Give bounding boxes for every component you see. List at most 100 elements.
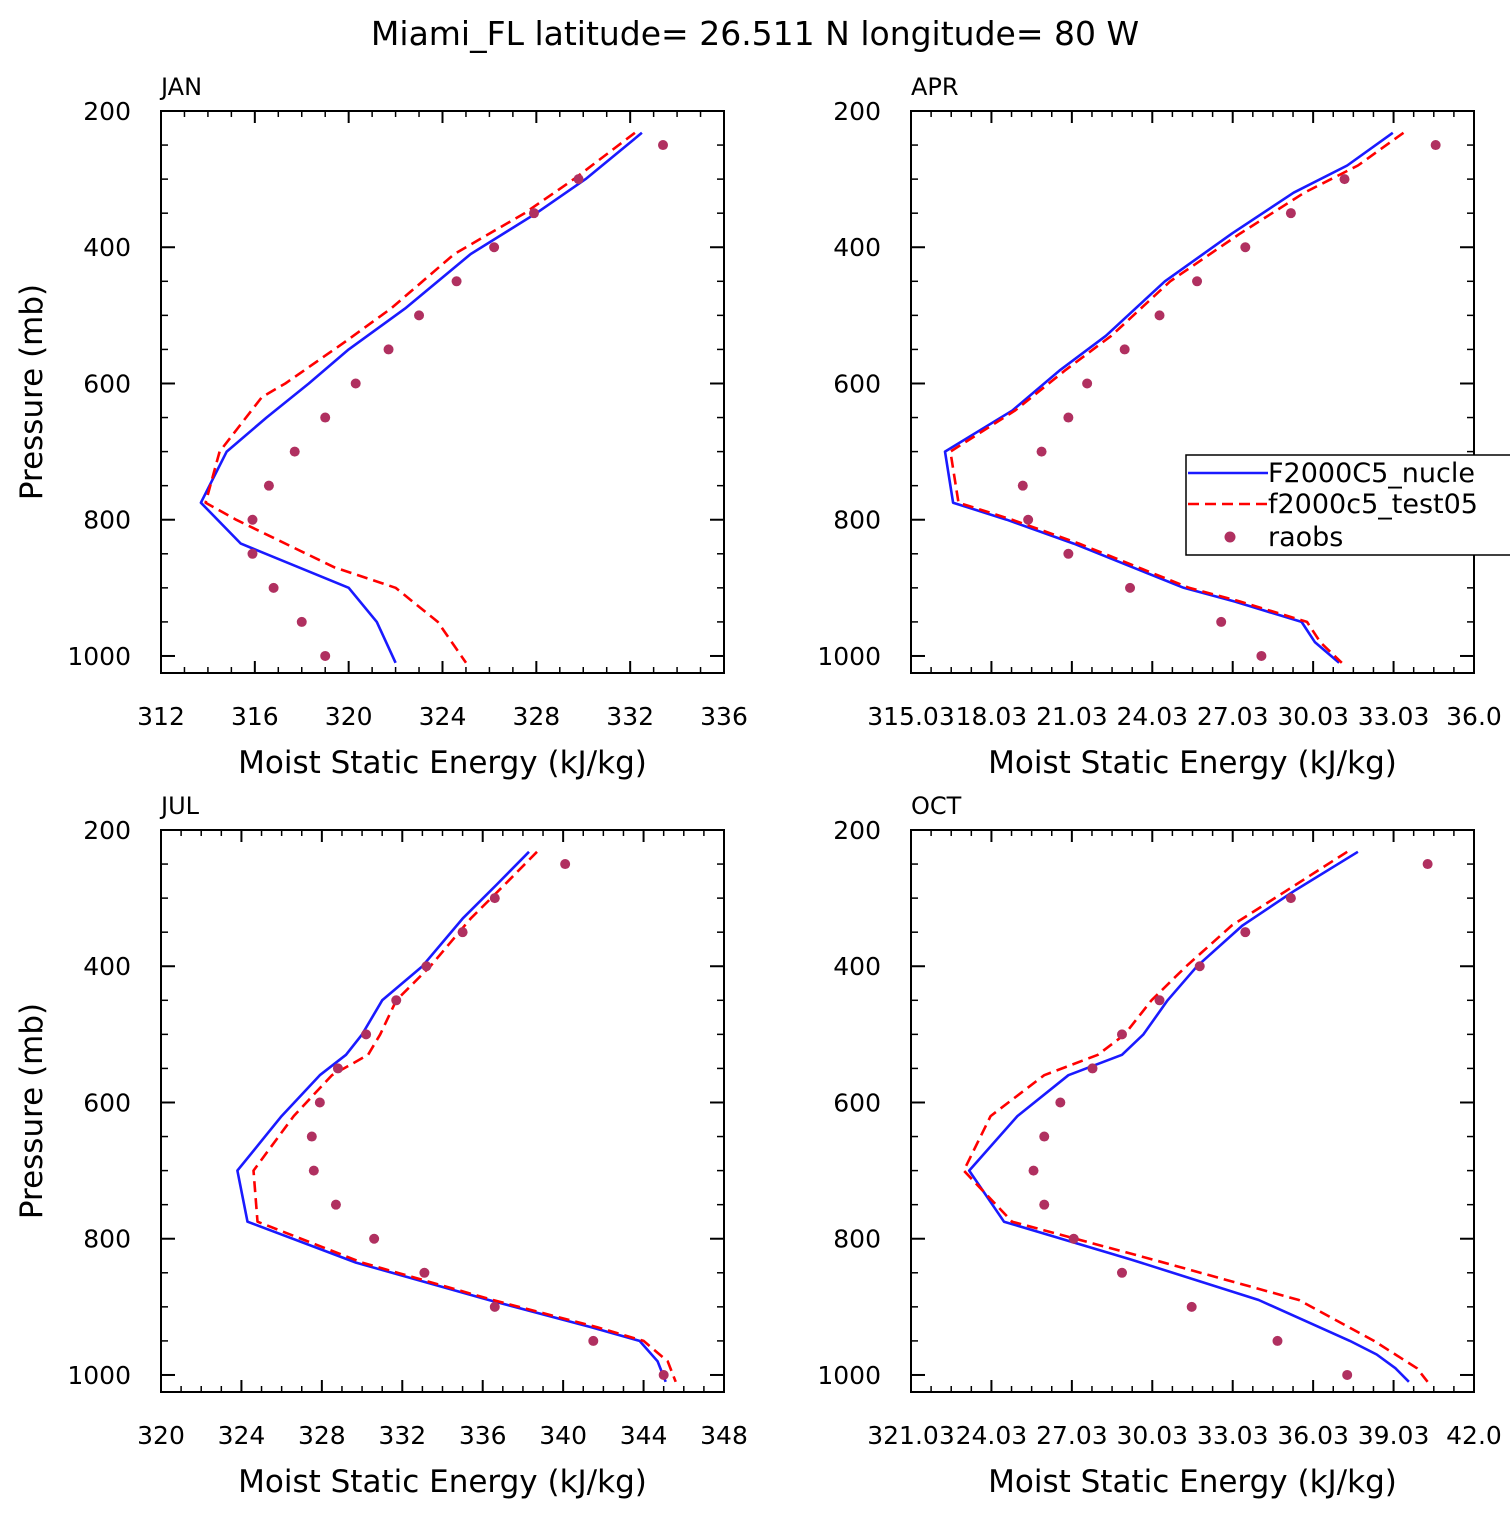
x-tick-label: 30.03 [1277, 702, 1349, 731]
y-tick-label: 1000 [817, 1361, 881, 1390]
figure-title: Miami_FL latitude= 26.511 N longitude= 8… [371, 14, 1139, 53]
raobs-point [320, 650, 331, 661]
raobs-point [414, 310, 425, 321]
x-tick-label: 36.03 [1277, 1421, 1349, 1450]
x-tick-label: 39.03 [1358, 1421, 1430, 1450]
x-tick-label: 21.03 [1036, 702, 1108, 731]
y-tick-label: 400 [833, 233, 881, 262]
y-tick-label: 800 [83, 1225, 131, 1254]
raobs-point [350, 378, 361, 389]
raobs-point [1063, 412, 1074, 423]
x-tick-label: 332 [606, 702, 654, 731]
raobs-point [383, 344, 394, 355]
x-tick-label: 315.03 [867, 702, 954, 731]
y-tick-label: 400 [83, 233, 131, 262]
raobs-point [1422, 859, 1433, 870]
raobs-point [306, 1131, 317, 1142]
panel-title-jul: JUL [159, 792, 200, 820]
raobs-point [1055, 1097, 1066, 1108]
x-tick-label: 320 [137, 1421, 185, 1450]
plot-frame-jan [160, 110, 725, 674]
y-axis-label: Pressure (mb) [14, 284, 50, 500]
raobs-point [1430, 140, 1441, 151]
x-tick-label: 340 [539, 1421, 587, 1450]
x-tick-label: 27.03 [1197, 702, 1269, 731]
x-tick-label: 24.03 [1116, 702, 1188, 731]
series-line-f2000c5_nucle [236, 850, 667, 1383]
raobs-point [361, 1029, 372, 1040]
x-tick-label: 344 [620, 1421, 668, 1450]
raobs-point [296, 616, 307, 627]
x-tick-label: 42.0 [1446, 1421, 1502, 1450]
panel-title-oct: OCT [911, 792, 962, 820]
x-axis-label: Moist Static Energy (kJ/kg) [238, 745, 647, 781]
raobs-point [1125, 582, 1136, 593]
y-tick-label: 1000 [67, 642, 131, 671]
x-tick-label: 328 [298, 1421, 346, 1450]
raobs-point [1285, 893, 1296, 904]
raobs-point [1285, 208, 1296, 219]
raobs-point [489, 893, 500, 904]
plot-frame-jul [160, 829, 725, 1393]
x-tick-label: 36.0 [1446, 702, 1502, 731]
series-line-f2000c5_test05 [949, 131, 1405, 664]
raobs-point [489, 242, 500, 253]
raobs-point [457, 927, 468, 938]
raobs-point [1087, 1063, 1098, 1074]
raobs-point [1036, 446, 1047, 457]
raobs-point [308, 1165, 319, 1176]
panel-title-apr: APR [911, 73, 959, 101]
raobs-point [247, 548, 258, 559]
raobs-point [1028, 1165, 1039, 1176]
y-tick-label: 200 [833, 816, 881, 845]
raobs-point [1068, 1233, 1079, 1244]
raobs-point [588, 1335, 599, 1346]
y-tick-label: 400 [83, 952, 131, 981]
raobs-point [320, 412, 331, 423]
raobs-point [289, 446, 300, 457]
raobs-point [1216, 616, 1227, 627]
raobs-point [658, 140, 669, 151]
y-tick-label: 1000 [67, 1361, 131, 1390]
y-tick-label: 1000 [817, 642, 881, 671]
panel-oct: 321.03 24.03 27.03 30.03 33.03 36.03 39.03 42.0… [817, 792, 1501, 1500]
x-tick-label: 27.03 [1036, 1421, 1108, 1450]
raobs-point [1240, 927, 1251, 938]
series-line-f2000c5_nucle [199, 131, 643, 664]
raobs-point [658, 1369, 669, 1380]
raobs-point [1039, 1199, 1050, 1210]
x-tick-label: 348 [700, 1421, 748, 1450]
y-tick-label: 600 [833, 369, 881, 398]
x-tick-label: 332 [378, 1421, 426, 1450]
x-tick-label: 328 [512, 702, 560, 731]
x-tick-label: 312 [137, 702, 185, 731]
raobs-point [332, 1063, 343, 1074]
raobs-point [1186, 1301, 1197, 1312]
raobs-point [1082, 378, 1093, 389]
panel-jul: 320 324 328 332 336 340 344 348 200 400 600 800 1000… [14, 792, 748, 1500]
raobs-point [268, 582, 279, 593]
raobs-point [391, 995, 402, 1006]
raobs-point [1154, 995, 1165, 1006]
x-tick-label: 316 [231, 702, 279, 731]
y-tick-label: 600 [83, 1088, 131, 1117]
raobs-point [369, 1233, 380, 1244]
raobs-point [573, 174, 584, 185]
raobs-point [1039, 1131, 1050, 1142]
y-tick-label: 600 [83, 369, 131, 398]
y-tick-label: 800 [83, 506, 131, 535]
raobs-point [1023, 514, 1034, 525]
raobs-point [1116, 1029, 1127, 1040]
raobs-point [1194, 961, 1205, 972]
raobs-point [1256, 650, 1267, 661]
raobs-point [330, 1199, 341, 1210]
panel-jan: 312 316 320 324 328 332 336 200 400 600 800 1000 JAN… [14, 73, 748, 781]
x-tick-label: 30.03 [1116, 1421, 1188, 1450]
x-tick-label: 320 [325, 702, 373, 731]
raobs-point [314, 1097, 325, 1108]
x-axis-label: Moist Static Energy (kJ/kg) [988, 1464, 1397, 1500]
raobs-point [1063, 548, 1074, 559]
raobs-point [263, 480, 274, 491]
